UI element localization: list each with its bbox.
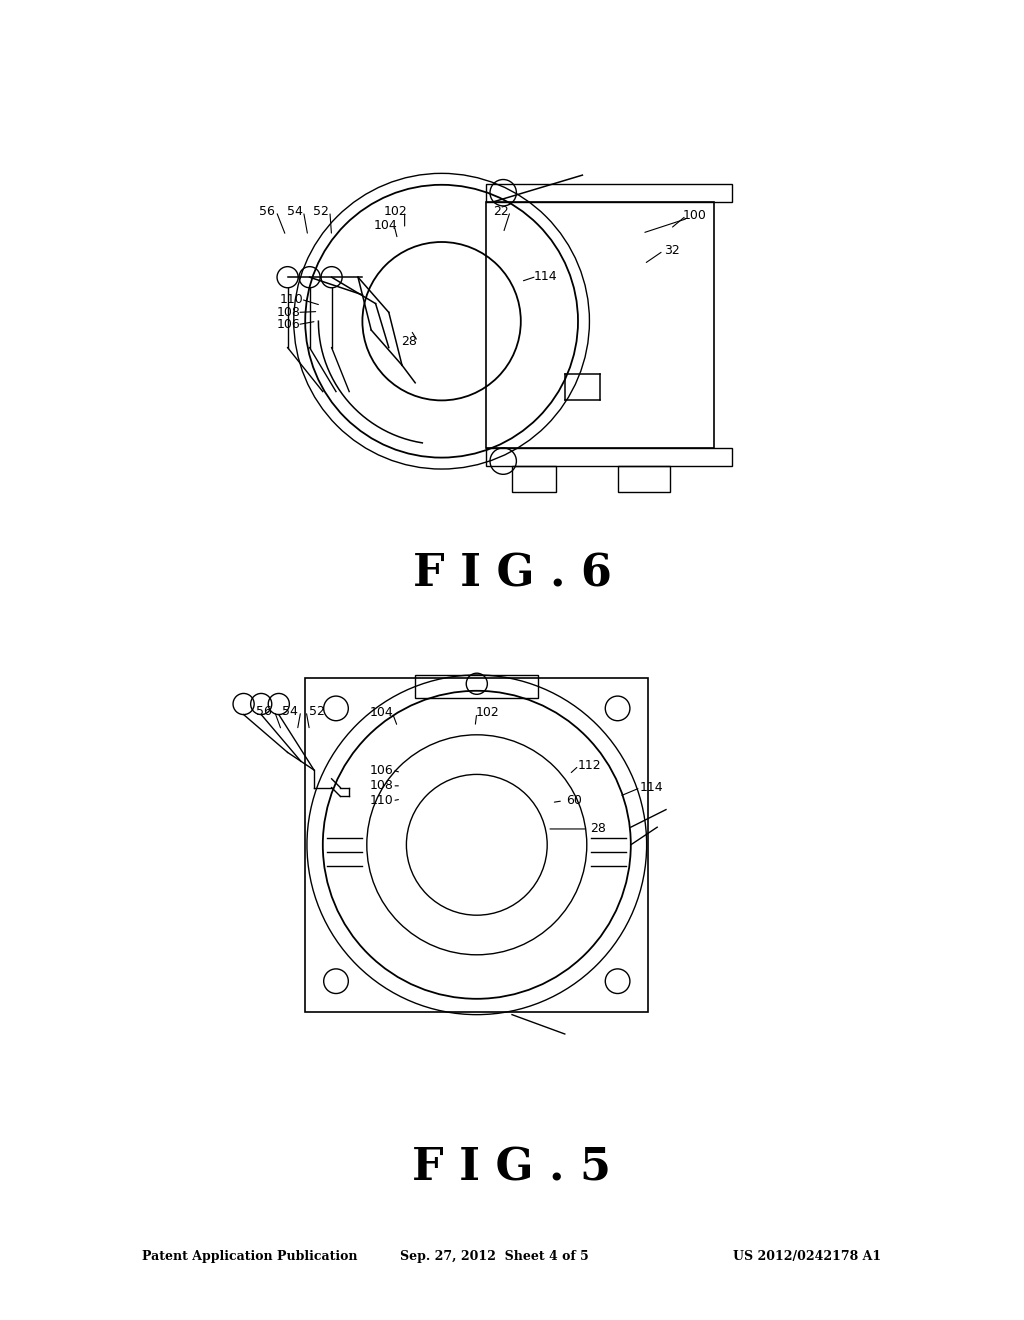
Text: 110: 110: [281, 293, 304, 306]
Text: 54: 54: [283, 705, 298, 718]
Text: 112: 112: [578, 759, 601, 772]
Text: 28: 28: [401, 335, 417, 348]
Text: F I G . 5: F I G . 5: [413, 1147, 611, 1189]
Text: 60: 60: [565, 795, 582, 808]
Text: 102: 102: [475, 706, 500, 719]
Text: F I G . 6: F I G . 6: [413, 553, 611, 595]
Text: 106: 106: [370, 763, 393, 776]
Text: 32: 32: [665, 244, 680, 257]
Text: 52: 52: [308, 705, 325, 718]
Text: 108: 108: [370, 779, 393, 792]
Text: 102: 102: [384, 205, 408, 218]
Text: 100: 100: [683, 209, 707, 222]
Text: 104: 104: [374, 219, 397, 232]
Text: 108: 108: [276, 306, 300, 319]
Text: 114: 114: [639, 781, 663, 795]
Text: 28: 28: [590, 822, 606, 836]
Text: 110: 110: [370, 795, 393, 808]
Text: 52: 52: [313, 205, 329, 218]
Text: Patent Application Publication: Patent Application Publication: [142, 1250, 358, 1263]
Text: 56: 56: [256, 705, 271, 718]
Text: 106: 106: [276, 318, 300, 331]
Text: 56: 56: [259, 205, 275, 218]
Text: 22: 22: [494, 205, 509, 218]
Text: 54: 54: [287, 205, 302, 218]
Text: 114: 114: [534, 269, 557, 282]
Text: Sep. 27, 2012  Sheet 4 of 5: Sep. 27, 2012 Sheet 4 of 5: [400, 1250, 589, 1263]
Text: US 2012/0242178 A1: US 2012/0242178 A1: [733, 1250, 882, 1263]
Text: 104: 104: [370, 706, 393, 719]
